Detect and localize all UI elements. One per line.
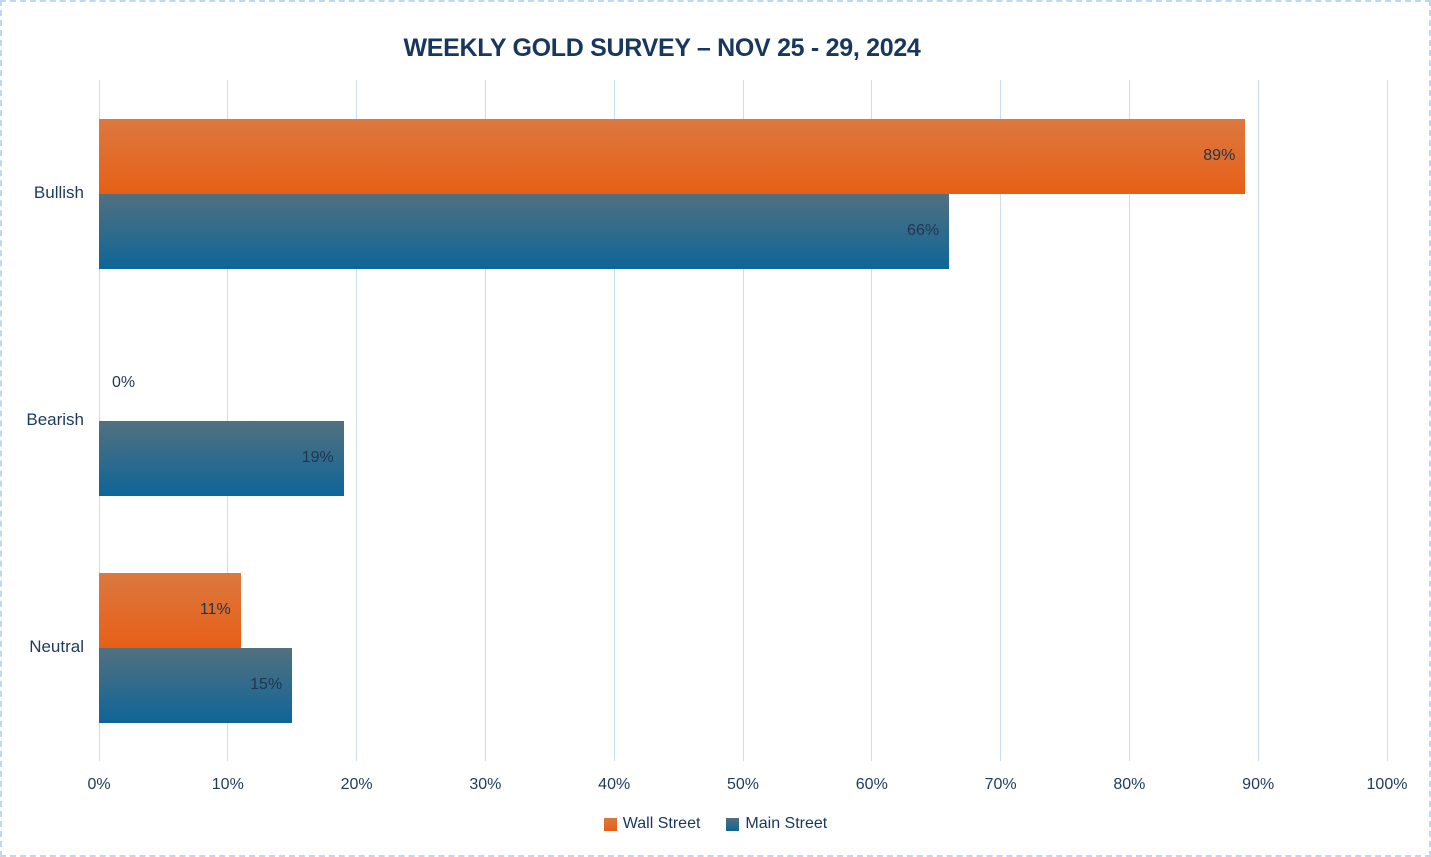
gridline [1000,80,1002,761]
data-label-main-street-bullish: 66% [907,222,940,239]
plot-area: 89% 66% 0% 19% 11% 15% [98,80,1388,761]
x-tick-label: 60% [855,776,888,793]
category-label-bullish: Bullish [33,182,84,202]
gridline [1386,80,1388,761]
x-tick-label: 20% [340,776,373,793]
gridline [613,80,615,761]
x-tick-label: 50% [726,776,760,793]
data-label-main-street-neutral: 15% [250,676,283,693]
category-label-neutral: Neutral [29,636,84,656]
gridline [742,80,744,761]
x-tick-label: 100% [1366,776,1408,793]
legend-label-wall-street: Wall Street [622,815,701,832]
gridline [871,80,873,761]
legend-item-main-street: Main Street [726,815,827,833]
x-tick-label: 40% [598,776,631,793]
bar-main-street-bearish: 19% [99,420,344,496]
chart-title: WEEKLY GOLD SURVEY – NOV 25 - 29, 2024 [403,34,921,62]
x-tick-label: 70% [984,776,1017,793]
x-tick-label: 10% [211,776,244,793]
bar-main-street-bullish: 66% [99,193,950,269]
legend-label-main-street: Main Street [745,815,828,832]
bar-wall-street-neutral: 11% [99,572,241,648]
x-tick-label: 90% [1242,776,1275,793]
gridline [484,80,486,761]
data-label-wall-street-bearish: 0% [112,374,136,391]
x-tick-label: 0% [87,776,111,793]
gridline [1257,80,1259,761]
data-label-main-street-bearish: 19% [301,449,334,466]
gridline [1128,80,1130,761]
legend-swatch-wall-street [603,817,617,831]
x-tick-label: 30% [469,776,502,793]
category-label-bearish: Bearish [26,409,84,429]
legend: Wall Street Main Street [2,815,1429,833]
bar-main-street-neutral: 15% [99,647,293,723]
x-tick-label: 80% [1113,776,1146,793]
data-label-wall-street-neutral: 11% [199,601,231,618]
bar-wall-street-bullish: 89% [99,118,1246,194]
legend-swatch-main-street [726,817,740,831]
gridline [356,80,358,761]
legend-item-wall-street: Wall Street [603,815,701,833]
data-label-wall-street-bullish: 89% [1203,147,1236,164]
